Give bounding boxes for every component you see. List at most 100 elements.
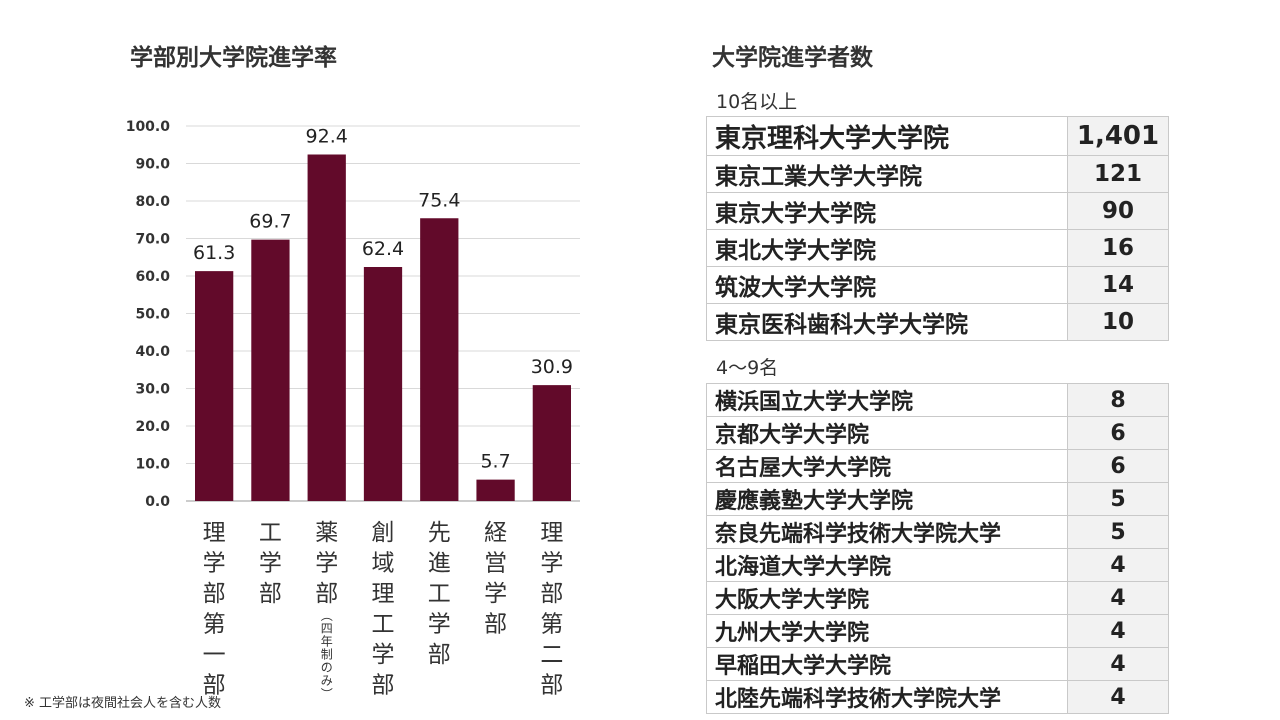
group-label-4-to-9: 4〜9名 [716, 357, 779, 379]
student-count: 121 [1067, 155, 1169, 193]
x-tick-label: 部 [203, 673, 226, 699]
x-tick-label: 一 [203, 642, 226, 668]
table-row: 東京理科大学大学院 1,401 [706, 116, 1169, 156]
y-tick-label: 40.0 [135, 344, 170, 360]
y-tick-label: 0.0 [145, 494, 170, 510]
table-row: 大阪大学大学院 4 [706, 581, 1169, 615]
x-tick-note: （ [320, 609, 334, 621]
x-tick-note: 年 [321, 635, 333, 649]
university-name: 北海道大学大学院 [706, 548, 1068, 582]
x-tick-label: 部 [540, 673, 563, 699]
data-label: 92.4 [306, 126, 348, 148]
bar [363, 267, 403, 501]
university-table-4-to-9: 横浜国立大学大学院 8 京都大学大学院 6 名古屋大学大学院 6 慶應義塾大学大学院 5… [706, 383, 1169, 714]
student-count: 10 [1067, 303, 1169, 341]
student-count: 6 [1067, 449, 1169, 483]
x-tick-label: 理 [203, 520, 226, 546]
data-label: 62.4 [362, 238, 404, 260]
table-row: 筑波大学大学院 14 [706, 266, 1169, 304]
university-name: 東京大学大学院 [706, 192, 1068, 230]
university-name: 九州大学大学院 [706, 614, 1068, 648]
x-tick-note: 制 [321, 648, 333, 662]
university-name: 筑波大学大学院 [706, 266, 1068, 304]
student-count: 6 [1067, 416, 1169, 450]
x-tick-label: 学 [428, 612, 451, 638]
y-tick-label: 30.0 [135, 382, 170, 398]
student-count: 4 [1067, 548, 1169, 582]
x-tick-label: 部 [428, 642, 451, 668]
bar [532, 385, 571, 501]
data-label: 30.9 [531, 356, 573, 378]
table-row: 東京大学大学院 90 [706, 192, 1169, 230]
x-tick-label: 第 [203, 612, 226, 638]
y-tick-label: 90.0 [135, 157, 170, 173]
x-tick-label: 創 [372, 520, 395, 546]
x-tick-label: 工 [259, 520, 282, 546]
table-row: 東北大学大学院 16 [706, 229, 1169, 267]
student-count: 8 [1067, 383, 1169, 417]
x-tick-label: 学 [372, 642, 395, 668]
data-label: 61.3 [193, 242, 235, 264]
y-tick-label: 80.0 [135, 194, 170, 210]
y-tick-label: 60.0 [135, 269, 170, 285]
student-count: 5 [1067, 515, 1169, 549]
x-tick-label: 二 [540, 642, 563, 668]
x-tick-label: 進 [428, 551, 451, 577]
x-tick-label: 部 [203, 581, 226, 607]
student-count: 14 [1067, 266, 1169, 304]
bar [307, 154, 346, 501]
x-tick-label: 経 [484, 520, 507, 546]
table-row: 東京医科歯科大学大学院 10 [706, 303, 1169, 341]
university-name: 東北大学大学院 [706, 229, 1068, 267]
student-count: 90 [1067, 192, 1169, 230]
x-tick-label: 部 [259, 581, 282, 607]
x-tick-label: 営 [484, 551, 507, 577]
data-label: 5.7 [480, 451, 510, 473]
student-count: 16 [1067, 229, 1169, 267]
x-tick-label: 理 [372, 581, 395, 607]
student-count: 4 [1067, 680, 1169, 714]
university-name: 慶應義塾大学大学院 [706, 482, 1068, 516]
table-row: 東京工業大学大学院 121 [706, 155, 1169, 193]
university-name: 名古屋大学大学院 [706, 449, 1068, 483]
x-tick-label: 学 [315, 551, 338, 577]
x-tick-label: 学 [540, 551, 563, 577]
x-tick-note: 四 [321, 622, 333, 636]
student-count: 4 [1067, 647, 1169, 681]
table-row: 名古屋大学大学院 6 [706, 449, 1169, 483]
x-tick-label: 学 [484, 581, 507, 607]
x-tick-label: 工 [372, 612, 395, 638]
x-tick-label: 第 [540, 612, 563, 638]
x-tick-label: 部 [315, 581, 338, 607]
x-tick-note: の [321, 661, 333, 675]
x-tick-label: 工 [428, 581, 451, 607]
y-tick-label: 100.0 [126, 119, 171, 135]
table-row: 横浜国立大学大学院 8 [706, 383, 1169, 417]
table-title: 大学院進学者数 [712, 45, 873, 71]
student-count: 1,401 [1067, 116, 1169, 156]
x-tick-label: 部 [540, 581, 563, 607]
university-name: 北陸先端科学技術大学院大学 [706, 680, 1068, 714]
x-tick-label: 部 [372, 673, 395, 699]
university-name: 奈良先端科学技術大学院大学 [706, 515, 1068, 549]
data-label: 75.4 [418, 189, 460, 211]
table-row: 早稲田大学大学院 4 [706, 647, 1169, 681]
table-row: 京都大学大学院 6 [706, 416, 1169, 450]
university-name: 東京工業大学大学院 [706, 155, 1068, 193]
chart-title: 学部別大学院進学率 [130, 45, 337, 71]
data-label: 69.7 [249, 211, 291, 233]
university-table-10-or-more: 東京理科大学大学院 1,401 東京工業大学大学院 121 東京大学大学院 90 東北… [706, 116, 1169, 341]
footnote: ※ 工学部は夜間社会人を含む人数 [24, 696, 222, 711]
x-tick-note: み [321, 674, 333, 688]
bar [195, 271, 234, 501]
y-tick-label: 70.0 [135, 232, 170, 248]
student-count: 4 [1067, 614, 1169, 648]
bar [476, 479, 515, 501]
university-name: 東京医科歯科大学大学院 [706, 303, 1068, 341]
student-count: 5 [1067, 482, 1169, 516]
bar-chart: 0.0 10.0 20.0 30.0 40.0 50.0 60.0 70.0 80.0 90.0 1… [126, 119, 580, 700]
x-tick-label: 学 [203, 551, 226, 577]
bar [251, 239, 290, 501]
university-name: 早稲田大学大学院 [706, 647, 1068, 681]
x-tick-label: 域 [372, 551, 395, 577]
